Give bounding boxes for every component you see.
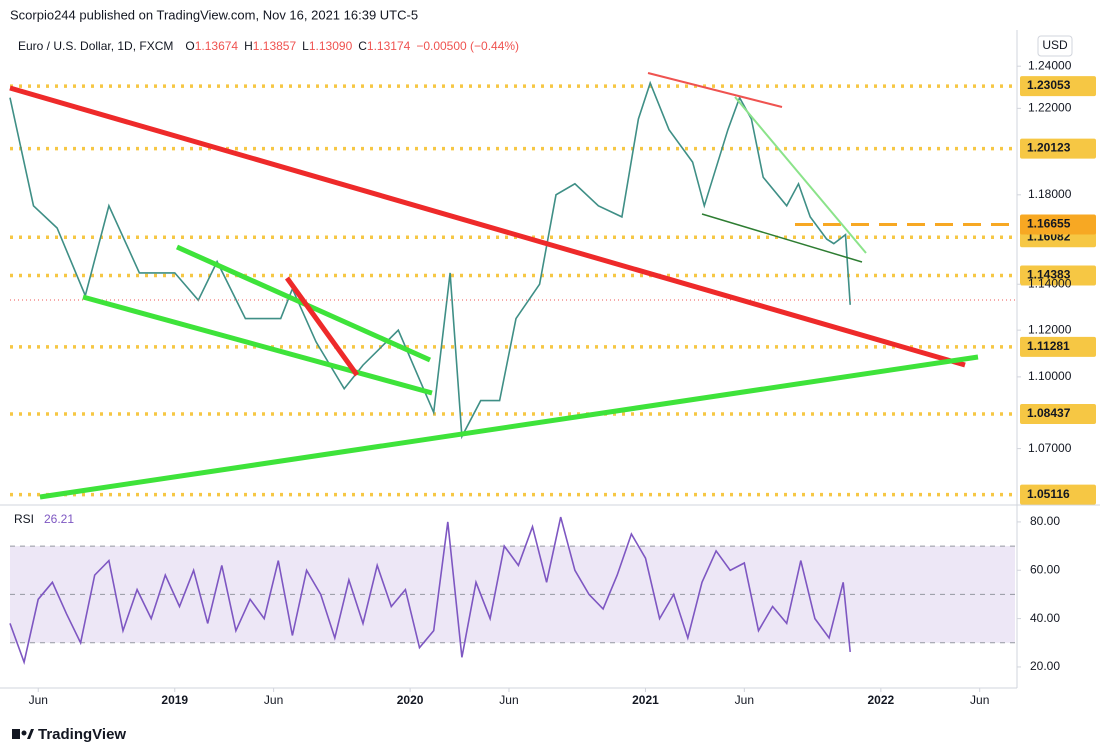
ohlc-key: H — [244, 39, 253, 53]
y-tick-label: 1.07000 — [1028, 441, 1072, 455]
ohlc-key: C — [358, 39, 367, 53]
currency: USD — [1042, 38, 1068, 52]
y-tick-label: 20.00 — [1030, 659, 1060, 673]
x-tick-label: Jun — [264, 693, 283, 707]
published-line: Scorpio244 published on TradingView.com,… — [10, 7, 418, 22]
trendline — [9, 85, 966, 368]
logo-mark — [12, 729, 20, 739]
trendline — [701, 213, 863, 263]
level-label: 1.16655 — [1027, 217, 1071, 231]
symbol: Euro / U.S. Dollar, 1D, FXCM — [18, 39, 173, 53]
y-tick-label: 1.18000 — [1028, 187, 1072, 201]
ohlc-value: 1.13174 — [367, 39, 411, 53]
y-tick-label: 1.10000 — [1028, 369, 1072, 383]
logo-mark — [21, 730, 27, 736]
rsi-line — [9, 516, 851, 665]
level-label: 1.05116 — [1027, 487, 1070, 501]
x-tick-label: Jun — [499, 693, 518, 707]
y-tick-label: 1.24000 — [1028, 58, 1072, 72]
rsi-title: RSI — [14, 512, 34, 526]
level-label: 1.11281 — [1027, 339, 1070, 353]
x-tick-label: Jun — [735, 693, 754, 707]
level-box — [1020, 336, 1096, 357]
brand: TradingView — [38, 726, 126, 743]
y-tick-label: 40.00 — [1030, 611, 1060, 625]
level-label: 1.08437 — [1027, 406, 1071, 420]
y-tick-label: 1.22000 — [1028, 101, 1072, 115]
trendline — [82, 294, 433, 396]
trendline — [734, 96, 867, 254]
ohlc-key: L — [302, 39, 309, 53]
ohlc-value: 1.13090 — [309, 39, 353, 53]
logo — [12, 729, 34, 739]
level-box — [1020, 76, 1096, 97]
level-label: 1.23053 — [1027, 78, 1071, 92]
x-tick-label: Jun — [29, 693, 48, 707]
x-tick-label: 2022 — [867, 693, 894, 707]
change: −0.00500 (−0.44%) — [416, 39, 519, 53]
x-tick-label: 2021 — [632, 693, 659, 707]
ohlc-value: 1.13674 — [195, 39, 239, 53]
ohlc-key: O — [185, 39, 194, 53]
y-tick-label: 60.00 — [1030, 562, 1060, 576]
symbol-line: Euro / U.S. Dollar, 1D, FXCM O1.13674 H1.1… — [18, 39, 519, 53]
trendline — [39, 354, 979, 500]
level-label: 1.14383 — [1027, 268, 1071, 282]
logo-mark — [27, 729, 34, 739]
level-box — [1020, 265, 1096, 286]
rsi-pane: 80.00 60.00 40.00 20.00 — [9, 514, 1060, 673]
rsi-value: 26.21 — [44, 512, 74, 526]
y-tick-label: 1.14000 — [1028, 276, 1072, 290]
level-box — [1020, 214, 1096, 235]
level-box — [1020, 403, 1096, 424]
level-box — [1020, 484, 1096, 505]
trendline — [647, 72, 783, 108]
x-tick-label: 2019 — [161, 693, 188, 707]
x-tick-label: Jun — [970, 693, 989, 707]
y-tick-label: 1.12000 — [1028, 322, 1072, 336]
trendline — [284, 276, 360, 377]
x-tick-label: 2020 — [397, 693, 424, 707]
level-label: 1.20123 — [1027, 141, 1071, 155]
levels: 1.230531.201231.160821.143831.112811.084… — [10, 76, 1096, 505]
level-box — [1020, 138, 1096, 159]
y-tick-label: 80.00 — [1030, 514, 1060, 528]
currency-box — [1037, 35, 1073, 57]
ohlc-value: 1.13857 — [253, 39, 297, 53]
